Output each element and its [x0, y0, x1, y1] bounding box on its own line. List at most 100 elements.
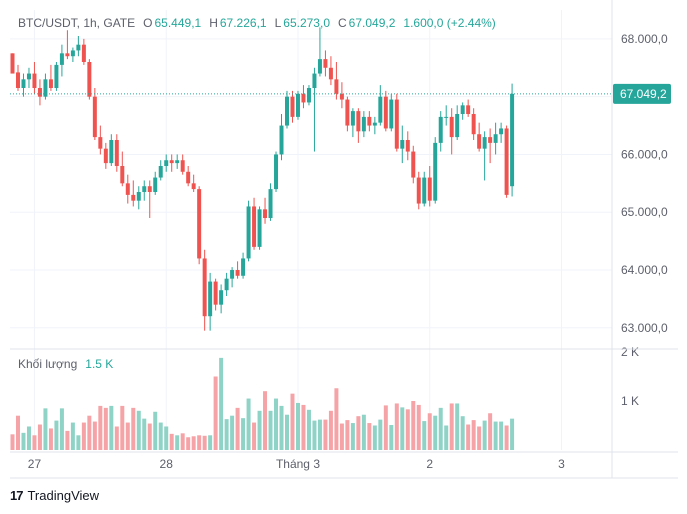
candle-body: [449, 116, 454, 138]
candle-body: [411, 151, 416, 178]
volume-bar: [422, 421, 427, 450]
candle-body: [153, 177, 158, 192]
candle-body: [383, 96, 388, 129]
candle-body: [466, 105, 471, 114]
volume-bar: [142, 418, 147, 450]
candle-body: [98, 137, 103, 149]
candle-body: [164, 160, 169, 166]
candle-body: [219, 290, 224, 305]
candle-body: [334, 79, 339, 94]
candle-body: [246, 206, 251, 259]
candle-body: [306, 88, 311, 103]
candle-body: [120, 166, 125, 184]
volume-bar: [510, 418, 515, 450]
open-label: O: [143, 16, 153, 30]
volume-bars: [10, 357, 515, 450]
price-tick-label: 68.000,0: [621, 32, 668, 46]
tradingview-brand[interactable]: 17 TradingView: [10, 488, 99, 503]
volume-bar: [339, 423, 344, 450]
candle-body: [345, 99, 350, 126]
volume-bar: [400, 407, 405, 450]
candle-body: [257, 209, 262, 247]
candle-body: [142, 186, 147, 192]
close-label: C: [338, 16, 347, 30]
price-tick-label: 66.000,0: [621, 147, 668, 161]
volume-bar: [263, 391, 268, 450]
time-tick-label: 27: [28, 457, 42, 471]
candle-body: [26, 73, 31, 80]
volume-bar: [323, 419, 328, 450]
volume-bar: [114, 426, 119, 450]
time-tick-label: 3: [558, 457, 565, 471]
candle-body: [208, 281, 213, 317]
candle-body: [460, 105, 465, 114]
volume-axis: 1 K 2 K: [621, 345, 639, 408]
volume-bar: [109, 405, 114, 450]
candle-body: [37, 88, 42, 97]
volume-bar: [120, 405, 125, 450]
candle-body: [186, 171, 191, 184]
volume-bar: [405, 409, 410, 450]
volume-bar: [87, 415, 92, 450]
volume-bar: [235, 407, 240, 450]
volume-bar: [394, 403, 399, 450]
candle-body: [279, 125, 284, 155]
candle-body: [263, 209, 268, 218]
candle-body: [438, 116, 443, 143]
candle-body: [328, 67, 333, 80]
volume-value: 1.5 K: [85, 357, 114, 371]
candle-body: [378, 96, 383, 123]
candle-body: [158, 166, 163, 178]
candle-body: [488, 137, 493, 143]
volume-bar: [202, 435, 207, 450]
candle-body: [356, 111, 361, 132]
volume-bar: [32, 435, 37, 450]
low-label: L: [274, 16, 282, 30]
candle-body: [301, 93, 306, 103]
volume-bar: [54, 420, 59, 450]
candle-body: [81, 44, 86, 62]
ohlc-legend: BTC/USDT, 1h, GATE O 65.449,1 H 67.226,1 L 65.…: [18, 16, 504, 30]
volume-bar: [208, 435, 213, 450]
volume-bar: [312, 420, 317, 450]
candle-body: [361, 116, 366, 132]
volume-bar: [477, 426, 482, 450]
candle-body: [252, 206, 257, 247]
candle-body: [10, 53, 15, 74]
price-tick-label: 64.000,0: [621, 263, 668, 277]
candle-body: [427, 177, 432, 201]
candle-body: [350, 111, 355, 126]
volume-bar: [197, 435, 202, 450]
volume-bar: [493, 421, 498, 450]
volume-bar: [43, 408, 48, 450]
volume-bar: [411, 401, 416, 450]
change-value: 1.600,0 (+2.44%): [403, 16, 496, 30]
candle-body: [213, 281, 218, 305]
time-axis: 27 28 Tháng 3 2 3: [28, 457, 565, 471]
candle-body: [202, 258, 207, 317]
candle-body: [394, 99, 399, 149]
tradingview-logo-icon: 17: [10, 488, 24, 503]
volume-bar: [37, 424, 42, 450]
candle-body: [510, 93, 515, 187]
volume-bar: [328, 410, 333, 450]
candle-body: [372, 122, 377, 126]
candle-body: [400, 140, 405, 149]
volume-bar: [290, 393, 295, 450]
volume-bar: [219, 357, 224, 450]
candle-body: [109, 140, 114, 164]
grid-lines: [10, 10, 612, 450]
candlesticks: [10, 27, 515, 331]
volume-bar: [153, 411, 158, 450]
volume-bar: [257, 410, 262, 450]
volume-label[interactable]: Khối lượng: [18, 357, 78, 371]
volume-bar: [131, 407, 136, 450]
volume-bar: [246, 398, 251, 450]
candle-body: [422, 177, 427, 204]
candle-body: [416, 177, 421, 204]
candle-body: [274, 154, 279, 190]
volume-bar: [136, 410, 141, 450]
volume-bar: [361, 414, 366, 450]
volume-bar: [125, 422, 130, 450]
symbol-label[interactable]: BTC/USDT, 1h, GATE: [18, 16, 136, 30]
